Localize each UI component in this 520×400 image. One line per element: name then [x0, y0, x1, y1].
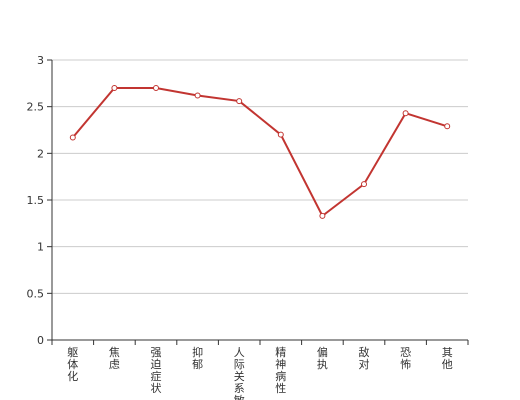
y-tick-label: 1 — [37, 241, 44, 254]
point — [277, 131, 284, 138]
point — [69, 134, 76, 141]
y-tick-label: 0 — [37, 334, 44, 347]
point — [402, 110, 409, 117]
x-tick-label: 偏执 — [317, 345, 328, 371]
y-tick-label: 2 — [37, 147, 44, 160]
point — [319, 212, 326, 219]
y-tick-label: 0.5 — [27, 287, 45, 300]
y-tick-label: 1.5 — [27, 194, 45, 207]
x-tick-label: 躯体化 — [67, 346, 78, 383]
point — [153, 85, 159, 91]
x-tick-label: 强迫症状 — [151, 346, 162, 395]
x-tick-label: 人际关系敏 — [234, 346, 245, 400]
x-tick-label: 焦虑 — [109, 346, 120, 371]
y-tick-label: 3 — [37, 54, 44, 67]
line — [72, 87, 448, 218]
point — [361, 181, 367, 188]
point — [444, 123, 451, 130]
x-tick-label: 精神病性 — [275, 346, 286, 395]
point — [236, 98, 243, 105]
y-tick-label: 2.5 — [27, 101, 45, 114]
x-tick-label: 其他 — [442, 346, 453, 371]
x-tick-label: 抑郁 — [192, 345, 203, 371]
x-tick-label: 敌对 — [359, 345, 370, 371]
point — [111, 85, 118, 91]
point — [194, 92, 201, 99]
x-tick-label: 恐怖 — [400, 346, 411, 371]
